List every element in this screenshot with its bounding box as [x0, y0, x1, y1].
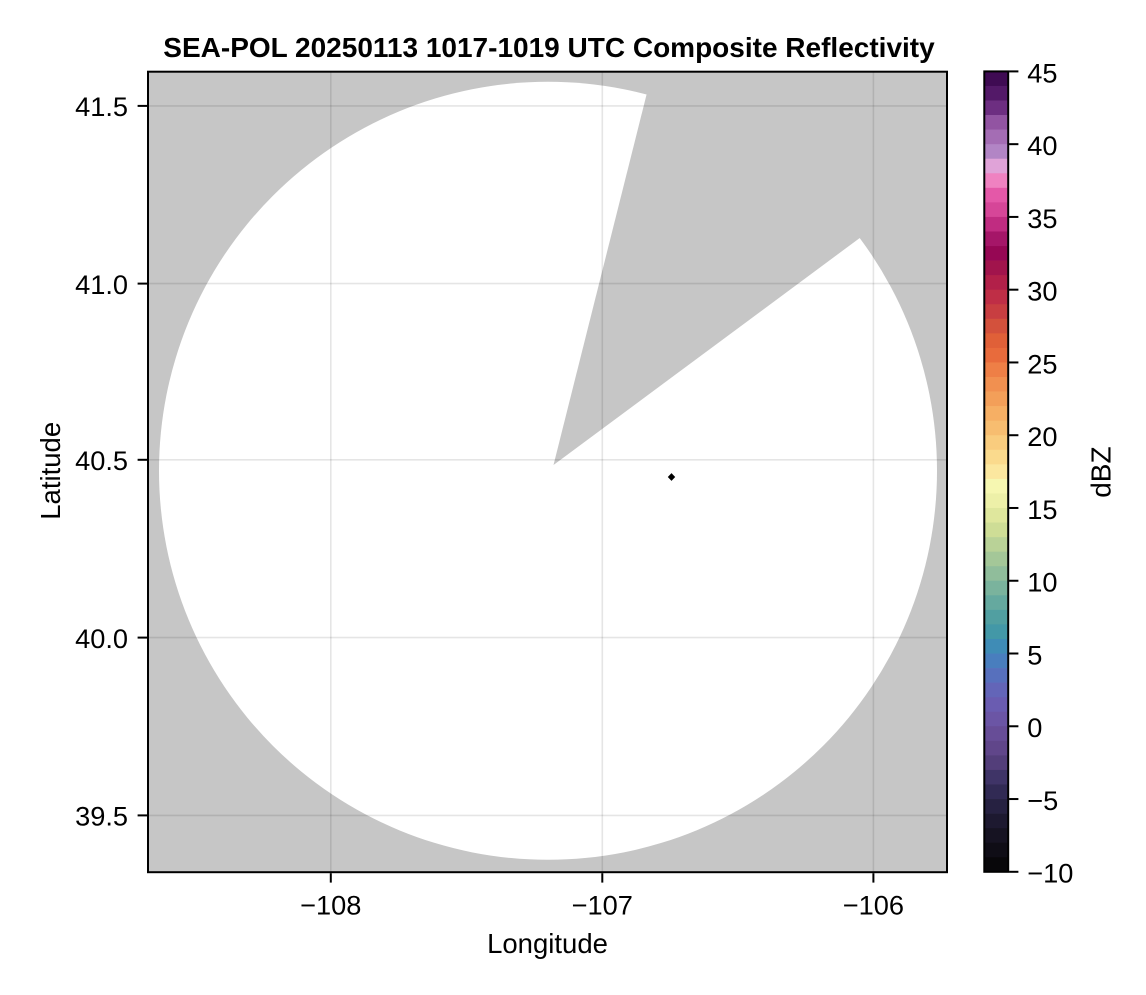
- svg-text:41.5: 41.5: [75, 91, 128, 122]
- svg-text:Longitude: Longitude: [487, 928, 608, 959]
- svg-text:15: 15: [1027, 494, 1057, 525]
- svg-text:40: 40: [1027, 130, 1057, 161]
- svg-text:−5: −5: [1027, 785, 1058, 816]
- svg-text:−106: −106: [843, 889, 904, 920]
- svg-text:41.0: 41.0: [75, 269, 128, 300]
- svg-text:0: 0: [1027, 712, 1042, 743]
- svg-text:39.5: 39.5: [75, 801, 128, 832]
- svg-text:−107: −107: [572, 889, 633, 920]
- svg-text:−108: −108: [300, 889, 361, 920]
- svg-text:40.5: 40.5: [75, 445, 128, 476]
- svg-text:SEA-POL 20250113 1017-1019 UTC: SEA-POL 20250113 1017-1019 UTC Composite…: [163, 32, 935, 63]
- svg-text:30: 30: [1027, 276, 1057, 307]
- svg-text:dBZ: dBZ: [1085, 446, 1116, 497]
- svg-text:35: 35: [1027, 203, 1057, 234]
- svg-text:40.0: 40.0: [75, 623, 128, 654]
- svg-text:25: 25: [1027, 348, 1057, 379]
- svg-text:Latitude: Latitude: [35, 422, 66, 520]
- svg-text:20: 20: [1027, 421, 1057, 452]
- svg-text:10: 10: [1027, 567, 1057, 598]
- svg-text:−10: −10: [1027, 858, 1073, 889]
- svg-text:5: 5: [1027, 639, 1042, 670]
- svg-text:45: 45: [1027, 57, 1057, 88]
